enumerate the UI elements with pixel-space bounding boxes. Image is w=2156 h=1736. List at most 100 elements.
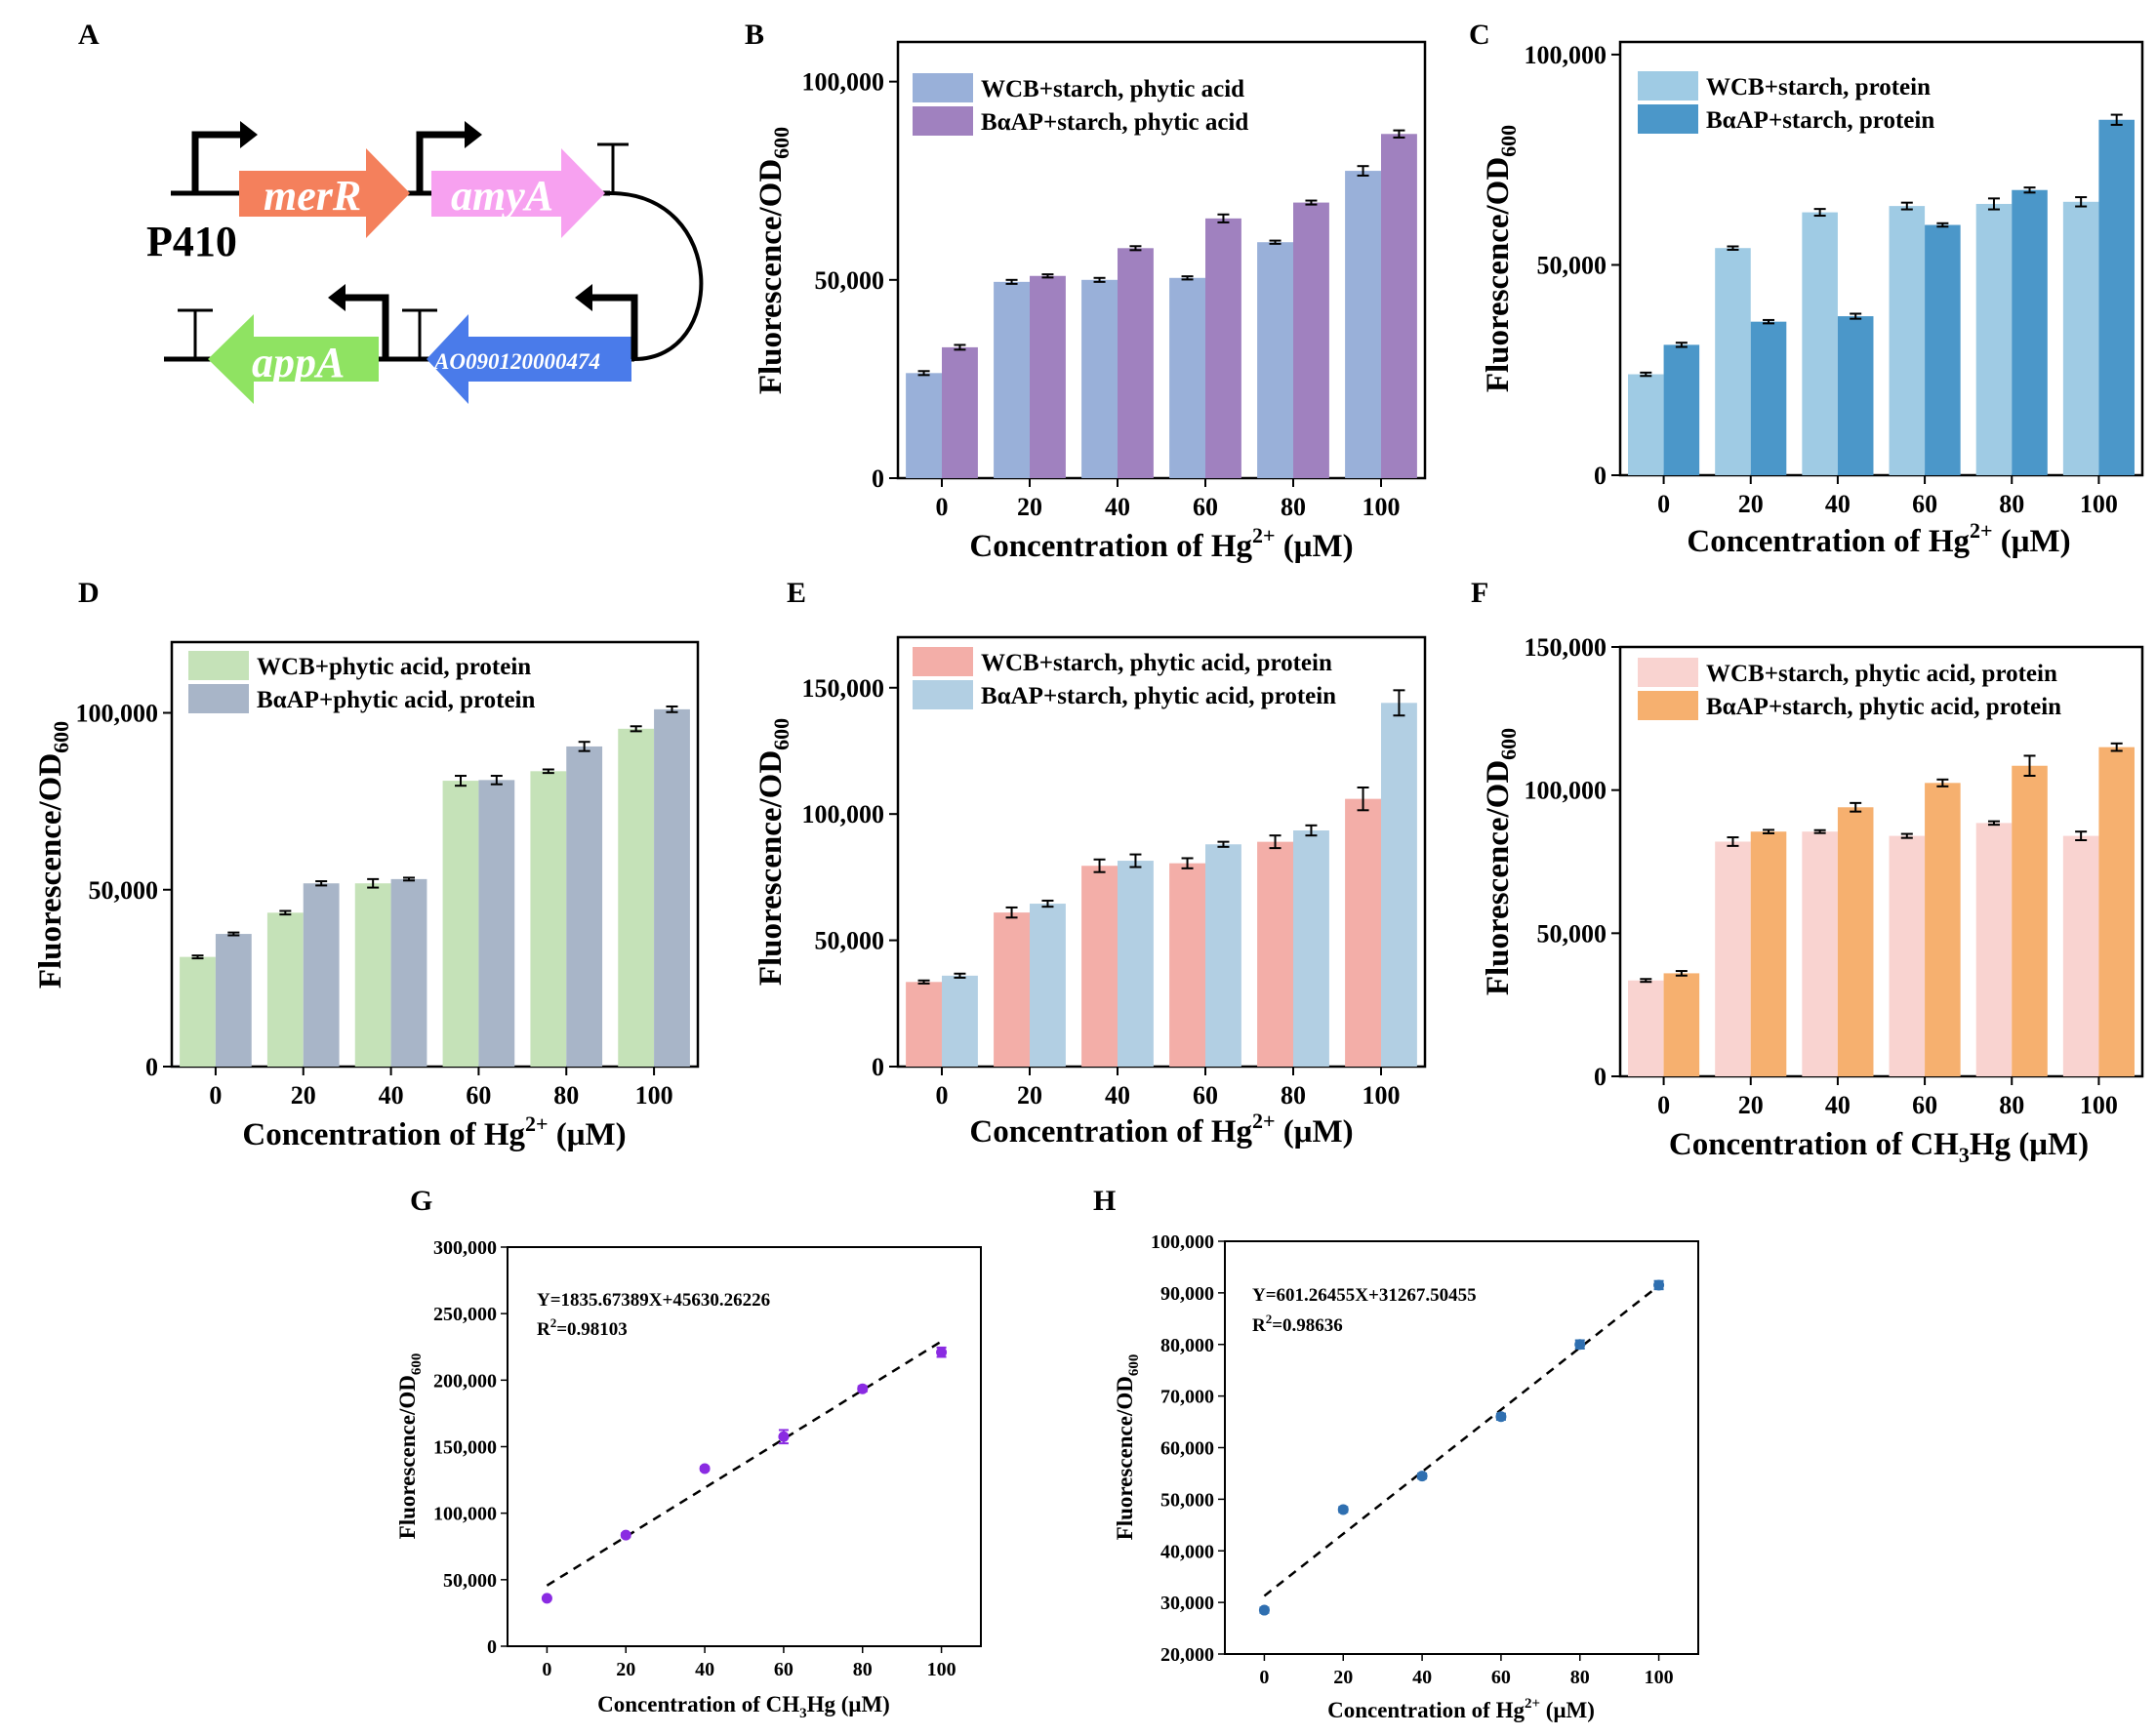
bar-b-s0-5 xyxy=(1345,171,1381,478)
x-tick-label: 40 xyxy=(695,1659,714,1680)
x-tick-label: 60 xyxy=(1912,1091,1937,1119)
scatter-point-h-0 xyxy=(1258,1604,1270,1616)
gene-amyA-arrow xyxy=(431,148,605,238)
bar-b-s1-2 xyxy=(1118,248,1154,478)
x-tick-label: 0 xyxy=(1657,490,1670,518)
bar-f-s0-1 xyxy=(1715,841,1751,1076)
panel-label-h: H xyxy=(1093,1185,1116,1217)
scatter-point-g-4 xyxy=(857,1383,869,1394)
y-tick-label: 100,000 xyxy=(76,700,159,728)
legend-label: BαAP+starch, phytic acid, protein xyxy=(981,683,1336,709)
x-tick-label: 80 xyxy=(853,1659,873,1680)
y-tick-label: 50,000 xyxy=(89,876,159,905)
x-axis-label: Concentration of CH3Hg (μM) xyxy=(1669,1127,2089,1167)
x-tick-label: 20 xyxy=(291,1081,316,1110)
bar-c-s0-0 xyxy=(1628,374,1664,475)
y-axis-label: Fluorescence/OD600 xyxy=(33,721,73,989)
x-axis-label: Concentration of Hg2+ (μM) xyxy=(969,1109,1353,1150)
y-tick-label: 100,000 xyxy=(802,68,885,97)
bar-f-s1-1 xyxy=(1750,831,1787,1076)
x-axis-label: Concentration of Hg2+ (μM) xyxy=(242,1111,626,1152)
fit-equation: Y=601.26455X+31267.50455 xyxy=(1252,1285,1477,1306)
y-tick-label: 250,000 xyxy=(433,1304,497,1325)
bar-e-s0-1 xyxy=(994,912,1030,1067)
y-tick-label: 50,000 xyxy=(815,266,885,295)
bar-f-s1-4 xyxy=(2012,765,2048,1076)
x-tick-label: 60 xyxy=(466,1081,491,1110)
bar-f-s1-0 xyxy=(1663,973,1700,1076)
panel-label-a: A xyxy=(78,19,100,51)
y-tick-label: 0 xyxy=(872,464,884,493)
plasmid-loop xyxy=(609,191,704,361)
label-part: =0.98636 xyxy=(1272,1315,1343,1336)
label-part: 2+ xyxy=(1970,518,1993,543)
bar-c-s0-1 xyxy=(1715,248,1751,475)
label-part: 3 xyxy=(799,1706,807,1721)
x-tick-label: 60 xyxy=(1491,1667,1511,1688)
legend-label: BαAP+starch, protein xyxy=(1706,107,1934,134)
fit-equation: Y=1835.67389X+45630.26226 xyxy=(537,1290,770,1311)
bar-c-s1-5 xyxy=(2098,119,2135,476)
bar-e-s1-3 xyxy=(1205,844,1241,1067)
label-part: Fluorescence/OD xyxy=(1481,157,1516,392)
y-tick-label: 70,000 xyxy=(1160,1387,1214,1408)
x-tick-label: 60 xyxy=(1912,490,1937,518)
x-axis-label: Concentration of Hg2+ (μM) xyxy=(969,523,1353,564)
promoter-arrow-4 xyxy=(344,294,389,359)
label-part: Fluorescence/OD xyxy=(1113,1376,1137,1540)
promoter-arrowhead-4 xyxy=(328,284,346,311)
legend-swatch xyxy=(913,647,973,676)
bar-c-s1-4 xyxy=(2012,189,2048,476)
y-tick-label: 100,000 xyxy=(1525,41,1607,69)
legend-swatch xyxy=(913,680,973,709)
x-tick-label: 20 xyxy=(616,1659,635,1680)
bar-c-s1-3 xyxy=(1925,224,1961,475)
x-tick-label: 0 xyxy=(936,493,949,521)
x-tick-label: 40 xyxy=(1412,1667,1432,1688)
bar-c-s1-0 xyxy=(1663,344,1700,475)
bar-e-s1-1 xyxy=(1030,904,1066,1067)
y-axis-label: Fluorescence/OD600 xyxy=(753,127,793,394)
label-part: (μM) xyxy=(1276,1114,1354,1150)
bar-b-s1-3 xyxy=(1205,218,1241,478)
bar-c-s1-1 xyxy=(1750,321,1787,475)
bar-b-s0-2 xyxy=(1081,279,1118,478)
y-tick-label: 150,000 xyxy=(802,674,885,703)
scatter-point-h-1 xyxy=(1337,1504,1349,1515)
bar-d-s1-4 xyxy=(566,746,603,1067)
y-tick-label: 50,000 xyxy=(1160,1489,1214,1511)
legend-label: BαAP+starch, phytic acid, protein xyxy=(1706,694,2061,720)
bar-d-s0-5 xyxy=(618,728,655,1067)
x-tick-label: 40 xyxy=(1825,1091,1851,1119)
panel-label-d: D xyxy=(78,577,100,609)
x-tick-label: 80 xyxy=(553,1081,579,1110)
legend-label: WCB+starch, phytic acid xyxy=(981,76,1244,102)
x-tick-label: 40 xyxy=(1105,1081,1130,1110)
bar-d-s1-0 xyxy=(215,934,252,1067)
plot-frame xyxy=(1618,40,2144,477)
scatter-point-g-5 xyxy=(936,1347,948,1358)
legend-swatch xyxy=(188,684,249,713)
label-part: 600 xyxy=(1126,1354,1142,1377)
bar-f-s1-5 xyxy=(2098,747,2135,1076)
bar-e-s1-5 xyxy=(1381,703,1417,1067)
y-tick-label: 50,000 xyxy=(1537,251,1607,279)
y-tick-label: 50,000 xyxy=(443,1570,497,1592)
label-part: Fluorescence/OD xyxy=(395,1375,420,1539)
label-part: Hg (μM) xyxy=(1970,1127,2089,1162)
legend-swatch xyxy=(1638,691,1698,720)
y-tick-label: 60,000 xyxy=(1160,1438,1214,1460)
x-tick-label: 0 xyxy=(936,1081,949,1110)
plot-frame xyxy=(1618,645,2144,1078)
label-part: 600 xyxy=(769,127,793,159)
x-tick-label: 0 xyxy=(1259,1667,1269,1688)
y-tick-label: 50,000 xyxy=(815,927,885,955)
bar-b-s0-4 xyxy=(1257,242,1293,478)
bar-e-s1-4 xyxy=(1293,830,1329,1067)
label-part: 2 xyxy=(550,1315,557,1330)
y-tick-label: 100,000 xyxy=(1151,1231,1214,1253)
scatter-point-h-5 xyxy=(1653,1279,1665,1291)
label-part: 600 xyxy=(1496,125,1521,157)
bar-e-s1-2 xyxy=(1118,861,1154,1067)
